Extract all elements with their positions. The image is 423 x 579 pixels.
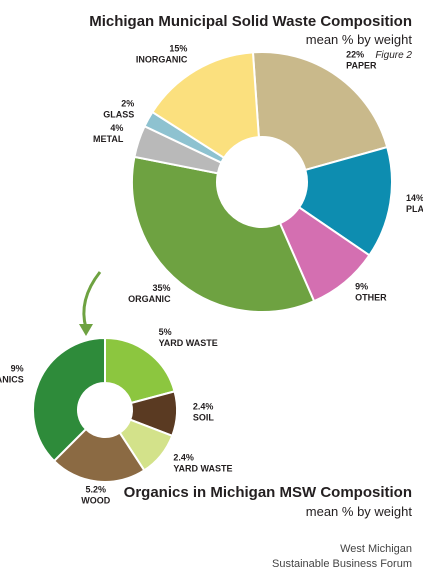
slice-label: GLASS [103,109,134,119]
slice [251,51,389,172]
slice [104,336,176,405]
value-label: 5.2% [86,485,107,495]
slice-label: INORGANIC [136,55,188,65]
slice-label: ORGANIC [128,294,171,304]
chart-subtitle: mean % by weight [306,504,413,519]
arrow [82,271,102,329]
value-label: 5% [159,327,172,337]
value-label: 14% [406,193,423,203]
slice-label: YARD WASTE [159,338,218,348]
chart-title: Organics in Michigan MSW Composition [124,484,412,501]
slice-label: YARD WASTE [173,463,232,473]
slice-label: METAL [93,134,124,144]
slice [32,336,106,463]
value-label: 4% [110,123,123,133]
value-label: 9% [11,363,24,373]
slice [151,51,260,160]
value-label: 15% [169,44,187,54]
slice-label: PLASTIC [406,204,423,214]
arrow-head [79,324,93,336]
value-label: 22% [346,50,364,60]
slice-label: WOOD [81,496,110,506]
source: Sustainable Business Forum [272,558,412,570]
chart-title: Michigan Municipal Solid Waste Compositi… [89,13,412,30]
chart-subtitle: mean % by weight [306,32,413,47]
value-label: 35% [153,283,171,293]
slice-label: PAPER [346,61,377,71]
value-label: 2.4% [193,402,214,412]
slice-label: OTHER [355,292,387,302]
slice-label: SOIL [193,413,215,423]
value-label: 9% [355,281,368,291]
figure-note: Figure 2 [375,50,412,61]
value-label: 2% [121,98,134,108]
slice-label: OTHER ORGANICS [0,374,24,384]
source: West Michigan [340,543,412,555]
slice [131,155,316,313]
slice [52,427,146,483]
value-label: 2.4% [173,452,194,462]
